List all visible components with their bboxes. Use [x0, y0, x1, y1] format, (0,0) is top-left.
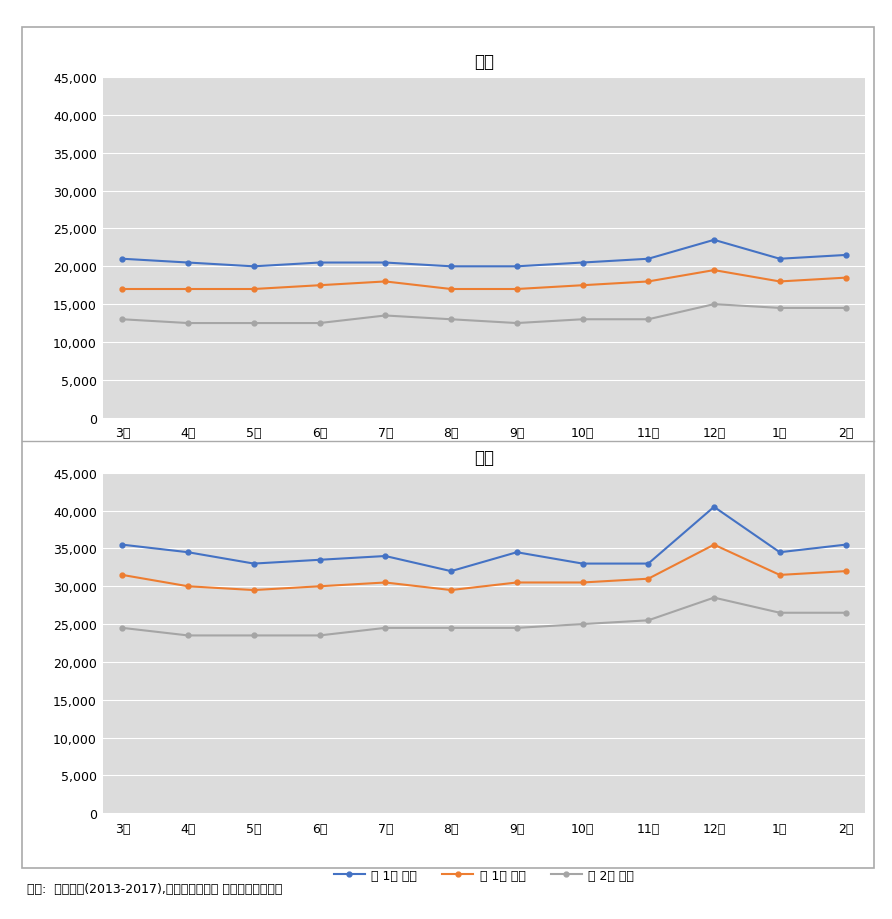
월 1회 미만	[708, 502, 719, 513]
월 2회 이상	[117, 314, 128, 325]
월 1회 미만	[249, 262, 260, 273]
월 1회 정도	[183, 581, 194, 592]
월 1회 정도	[643, 573, 654, 584]
월 2회 이상	[249, 318, 260, 329]
월 2회 이상	[577, 314, 588, 325]
월 2회 이상	[840, 303, 851, 314]
월 1회 정도	[183, 284, 194, 295]
월 1회 미만	[314, 257, 325, 268]
Line: 월 1회 미만: 월 1회 미만	[120, 238, 848, 269]
월 2회 이상	[446, 314, 457, 325]
월 1회 미만	[249, 559, 260, 570]
Line: 월 2회 이상: 월 2회 이상	[120, 302, 848, 326]
월 1회 미만	[774, 547, 785, 558]
월 1회 미만	[511, 262, 522, 273]
월 2회 이상	[183, 630, 194, 641]
월 1회 정도	[117, 284, 128, 295]
Text: 자료:  신한카드(2013-2017),「개인신용카드 빅데이터」원자료: 자료: 신한카드(2013-2017),「개인신용카드 빅데이터」원자료	[27, 882, 282, 895]
Legend: 월 1회 미만, 월 1회 정도, 월 2회 이상: 월 1회 미만, 월 1회 정도, 월 2회 이상	[329, 864, 639, 887]
월 2회 이상	[708, 300, 719, 311]
월 1회 미만	[446, 262, 457, 273]
월 2회 이상	[380, 623, 391, 634]
월 2회 이상	[643, 615, 654, 626]
월 1회 미만	[183, 257, 194, 268]
월 1회 미만	[643, 559, 654, 570]
월 1회 정도	[249, 584, 260, 596]
Line: 월 1회 정도: 월 1회 정도	[120, 542, 848, 593]
Title: 남자: 남자	[474, 448, 494, 466]
월 1회 정도	[774, 277, 785, 288]
월 1회 미만	[577, 257, 588, 268]
월 1회 미만	[117, 254, 128, 265]
월 1회 정도	[774, 570, 785, 581]
월 2회 이상	[446, 623, 457, 634]
월 1회 정도	[117, 570, 128, 581]
월 1회 미만	[708, 235, 719, 246]
월 2회 이상	[708, 593, 719, 604]
월 2회 이상	[511, 623, 522, 634]
월 1회 정도	[314, 280, 325, 291]
월 1회 미만	[840, 539, 851, 550]
Line: 월 1회 정도: 월 1회 정도	[120, 268, 848, 292]
Title: 여자: 여자	[474, 53, 494, 71]
월 1회 정도	[708, 539, 719, 550]
월 1회 정도	[511, 577, 522, 588]
월 2회 이상	[380, 311, 391, 322]
월 1회 정도	[840, 566, 851, 577]
월 1회 미만	[446, 566, 457, 577]
월 1회 정도	[708, 266, 719, 277]
월 2회 이상	[249, 630, 260, 641]
월 1회 정도	[643, 277, 654, 288]
월 1회 정도	[577, 577, 588, 588]
월 1회 정도	[446, 584, 457, 596]
Line: 월 1회 미만: 월 1회 미만	[120, 505, 848, 574]
월 2회 이상	[774, 303, 785, 314]
월 2회 이상	[314, 318, 325, 329]
Line: 월 2회 이상: 월 2회 이상	[120, 596, 848, 638]
월 1회 미만	[774, 254, 785, 265]
월 1회 미만	[840, 250, 851, 261]
월 1회 미만	[577, 559, 588, 570]
월 1회 미만	[380, 257, 391, 268]
월 1회 정도	[511, 284, 522, 295]
월 1회 정도	[577, 280, 588, 291]
월 2회 이상	[840, 607, 851, 618]
월 2회 이상	[183, 318, 194, 329]
월 1회 미만	[314, 555, 325, 566]
월 1회 정도	[446, 284, 457, 295]
월 2회 이상	[314, 630, 325, 641]
월 1회 미만	[643, 254, 654, 265]
월 1회 정도	[249, 284, 260, 295]
Legend: 월 1회 미만, 월 1회 정도, 월 2회 이상: 월 1회 미만, 월 1회 정도, 월 2회 이상	[329, 469, 639, 492]
월 2회 이상	[117, 623, 128, 634]
월 2회 이상	[511, 318, 522, 329]
월 2회 이상	[577, 618, 588, 630]
월 2회 이상	[643, 314, 654, 325]
월 1회 정도	[380, 577, 391, 588]
월 2회 이상	[774, 607, 785, 618]
월 1회 미만	[380, 550, 391, 562]
월 1회 미만	[117, 539, 128, 550]
월 1회 미만	[183, 547, 194, 558]
월 1회 정도	[840, 273, 851, 284]
월 1회 정도	[380, 277, 391, 288]
월 1회 미만	[511, 547, 522, 558]
월 1회 정도	[314, 581, 325, 592]
